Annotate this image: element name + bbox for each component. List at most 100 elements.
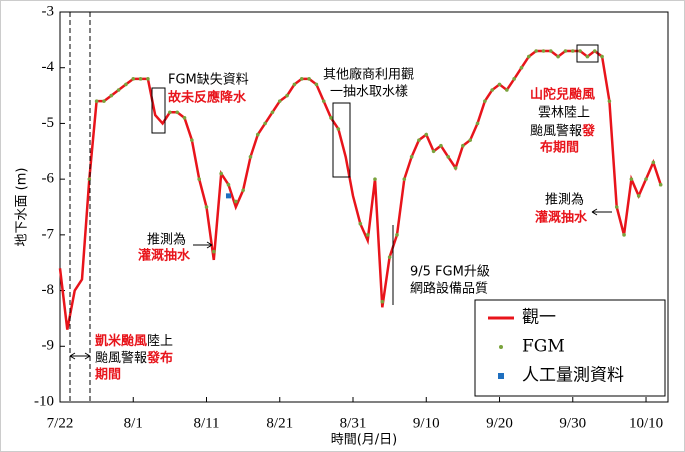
data-point xyxy=(380,299,385,304)
plot-area xyxy=(58,11,669,403)
data-point xyxy=(190,138,194,142)
arrow xyxy=(69,352,91,360)
data-point xyxy=(475,121,480,126)
legend-label: FGM xyxy=(522,337,565,357)
data-point xyxy=(270,110,275,115)
x-tick-label: 7/22 xyxy=(47,415,74,431)
data-point xyxy=(439,143,443,148)
data-point xyxy=(534,49,538,53)
x-tick-label: 9/30 xyxy=(559,415,586,431)
data-point xyxy=(629,177,634,181)
x-tick-label: 8/1 xyxy=(124,415,143,431)
y-tick-label: -3 xyxy=(42,3,55,19)
annotation: 颱風警報 xyxy=(530,123,582,139)
annotation: 發布 xyxy=(146,350,173,366)
data-point xyxy=(182,116,187,120)
data-point xyxy=(263,121,267,126)
data-point xyxy=(307,77,311,81)
x-tick-label: 9/10 xyxy=(413,415,440,431)
data-point xyxy=(373,177,377,181)
x-tick-label: 8/21 xyxy=(266,415,293,431)
annotation: 發 xyxy=(581,123,595,139)
y-tick-label: -6 xyxy=(42,171,55,187)
legend-label: 人工量測資料 xyxy=(522,366,624,386)
annotation: 推測為 xyxy=(545,192,584,208)
annotation: 灌溉抽水 xyxy=(138,248,191,264)
legend-box xyxy=(474,299,666,397)
annotation: 山陀兒颱風 xyxy=(530,87,595,103)
x-tick-label: 8/31 xyxy=(340,415,367,431)
data-point xyxy=(395,233,399,237)
annotation: 一抽水取水樣 xyxy=(330,85,408,100)
y-tick-label: -9 xyxy=(42,338,55,354)
highlight-box xyxy=(332,102,351,178)
data-point xyxy=(651,160,656,165)
annotation: 故未反應降水 xyxy=(168,90,247,106)
data-point xyxy=(563,49,568,53)
annotation: 其他廠商利用觀 xyxy=(323,67,414,83)
annotation: FGM缺失資料 xyxy=(168,73,249,88)
data-point xyxy=(109,93,114,98)
y-tick-label: -8 xyxy=(42,282,55,298)
data-point xyxy=(527,54,531,59)
data-point xyxy=(219,171,223,176)
annotation: 推測為 xyxy=(147,232,186,248)
annotations: FGM缺失資料 故未反應降水 其他廠商利用觀 一抽水取水樣 推測為 灌溉抽水 9… xyxy=(95,67,595,383)
data-point xyxy=(446,155,451,159)
data-point xyxy=(204,205,209,209)
data-point xyxy=(365,233,370,237)
data-point xyxy=(102,99,106,103)
annotation: 9/5 FGM升級 xyxy=(410,265,490,280)
data-point xyxy=(556,54,560,59)
data-point xyxy=(600,54,604,59)
annotation: 期間 xyxy=(95,368,121,383)
legend-label: 觀一 xyxy=(522,308,556,328)
legend: 觀一 FGM 人工量測資料 xyxy=(474,299,666,397)
data-point xyxy=(336,127,341,131)
data-point xyxy=(94,99,99,103)
arrow xyxy=(193,241,213,249)
data-point xyxy=(417,138,421,142)
data-point xyxy=(175,110,180,115)
data-point xyxy=(225,193,231,199)
axes-box xyxy=(59,11,669,403)
y-tick-label: -7 xyxy=(42,226,55,242)
data-point xyxy=(131,77,136,81)
annotation: 颱風警報 xyxy=(95,350,147,366)
data-point xyxy=(497,82,502,87)
data-point xyxy=(541,49,546,53)
annotation: 布期間 xyxy=(540,140,579,156)
x-tick-label: 9/20 xyxy=(486,415,513,431)
data-point xyxy=(548,49,553,53)
data-point xyxy=(138,77,143,81)
data-point xyxy=(483,99,487,103)
data-point xyxy=(212,249,216,254)
annotation: 颱風警報發布 xyxy=(95,350,173,366)
highlight-box xyxy=(151,87,166,134)
data-point xyxy=(490,88,494,92)
data-point xyxy=(658,182,663,187)
data-point xyxy=(614,205,619,209)
data-point xyxy=(468,138,473,142)
data-point xyxy=(168,110,172,115)
x-tick-label: 8/11 xyxy=(193,415,219,431)
data-point xyxy=(321,99,326,103)
data-point xyxy=(592,49,597,53)
data-point xyxy=(409,155,414,159)
data-point xyxy=(644,177,648,181)
annotation: 網路設備品質 xyxy=(410,281,488,297)
data-point xyxy=(277,99,282,103)
data-point xyxy=(241,188,245,193)
data-point xyxy=(387,255,392,259)
data-point xyxy=(512,77,516,81)
legend-swatch xyxy=(499,345,503,349)
data-point xyxy=(226,182,231,187)
data-point xyxy=(519,65,524,70)
data-point xyxy=(299,77,304,81)
data-point xyxy=(402,177,407,181)
data-point xyxy=(622,233,626,237)
data-point xyxy=(570,49,575,53)
data-point xyxy=(116,88,121,92)
data-point xyxy=(197,177,201,181)
annotation: 灌溉抽水 xyxy=(535,210,588,226)
